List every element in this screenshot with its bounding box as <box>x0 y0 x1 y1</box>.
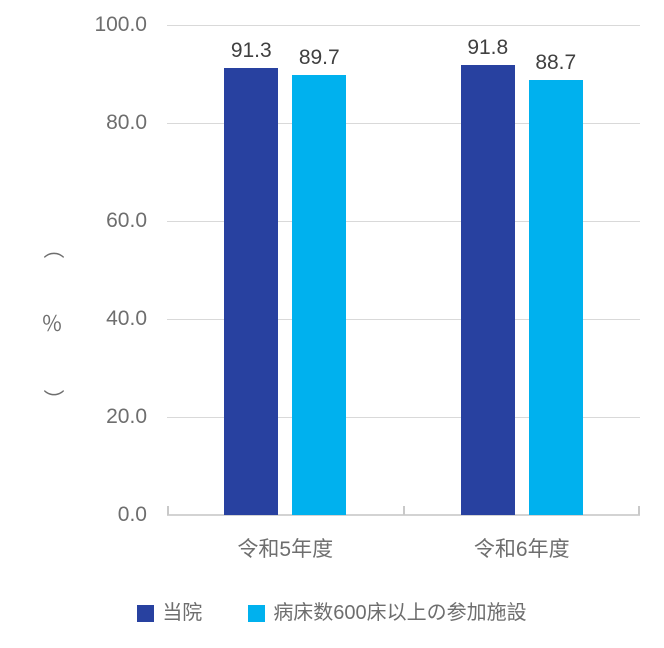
legend-label: 当院 <box>162 602 203 624</box>
category-label: 令和5年度 <box>237 538 334 561</box>
x-axis-tick <box>167 506 169 515</box>
y-tick-label: 80.0 <box>106 111 147 134</box>
data-label: 88.7 <box>535 51 577 75</box>
y-axis-title-open-paren: （ <box>40 238 64 259</box>
category-label: 令和6年度 <box>473 538 570 561</box>
y-axis-title: （ ％ ） <box>28 238 76 410</box>
gridline <box>167 123 640 124</box>
gridline <box>167 417 640 418</box>
x-axis-tick <box>403 506 405 515</box>
y-tick-label: 60.0 <box>106 209 147 232</box>
y-tick-label: 20.0 <box>106 405 147 428</box>
legend-swatch-series1 <box>137 604 155 622</box>
bar-series2 <box>528 80 583 515</box>
y-tick-label: 0.0 <box>117 503 147 526</box>
plot-area <box>167 25 640 516</box>
y-axis-title-percent-sign: ％ <box>41 312 63 336</box>
legend-item: 当院 <box>137 601 202 625</box>
bar-series1 <box>460 65 515 515</box>
y-tick-label: 40.0 <box>106 307 147 330</box>
legend: 当院 病床数600床以上の参加施設 <box>0 598 664 628</box>
bar-series1 <box>224 67 279 515</box>
legend-label: 病床数600床以上の参加施設 <box>273 602 527 624</box>
data-label: 89.7 <box>298 46 340 70</box>
legend-swatch-series2 <box>248 604 266 622</box>
data-label: 91.8 <box>467 36 509 60</box>
legend-item: 病床数600床以上の参加施設 <box>248 601 527 625</box>
x-axis-tick <box>638 506 640 515</box>
data-label: 91.3 <box>230 38 272 62</box>
x-axis-line <box>167 514 640 516</box>
bar-series2 <box>292 75 347 515</box>
y-tick-label: 100.0 <box>94 13 147 36</box>
gridline <box>167 25 640 26</box>
gridline <box>167 221 640 222</box>
gridline <box>167 319 640 320</box>
